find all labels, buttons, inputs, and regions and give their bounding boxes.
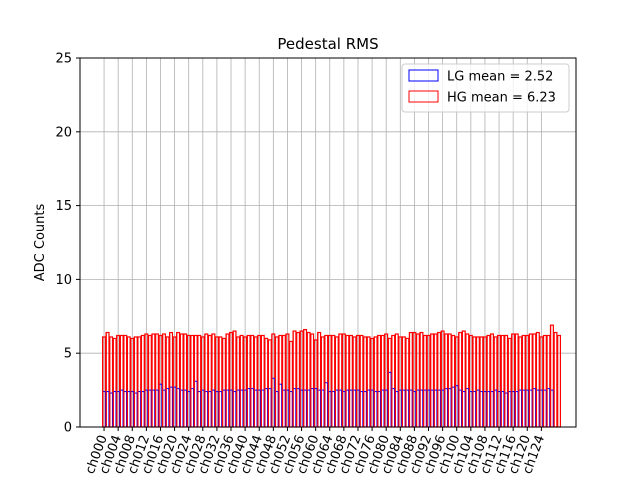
y-axis: 0 5 10 15 20 25 — [55, 52, 80, 436]
plot-frame — [79, 57, 577, 428]
y-tick-label: 15 — [55, 199, 72, 214]
y-tick-label: 25 — [55, 52, 72, 67]
x-axis: ch000ch004ch008ch012ch016ch020ch024ch028… — [83, 427, 548, 476]
legend-swatch-lg — [408, 69, 439, 82]
y-tick-label: 10 — [55, 273, 72, 288]
legend-label-lg: LG mean = 2.52 — [447, 70, 553, 85]
legend-label-hg: HG mean = 6.23 — [447, 91, 556, 106]
bars — [102, 324, 562, 428]
y-tick-label: 5 — [64, 347, 72, 362]
legend-box — [401, 63, 570, 113]
y-tick-label: 0 — [64, 421, 72, 436]
legend-swatch-hg — [408, 90, 439, 103]
legend: LG mean = 2.52 HG mean = 6.23 — [401, 63, 570, 113]
chart-title: Pedestal RMS — [277, 35, 378, 53]
y-axis-label: ADC Counts — [33, 204, 48, 282]
y-tick-label: 20 — [55, 125, 72, 140]
